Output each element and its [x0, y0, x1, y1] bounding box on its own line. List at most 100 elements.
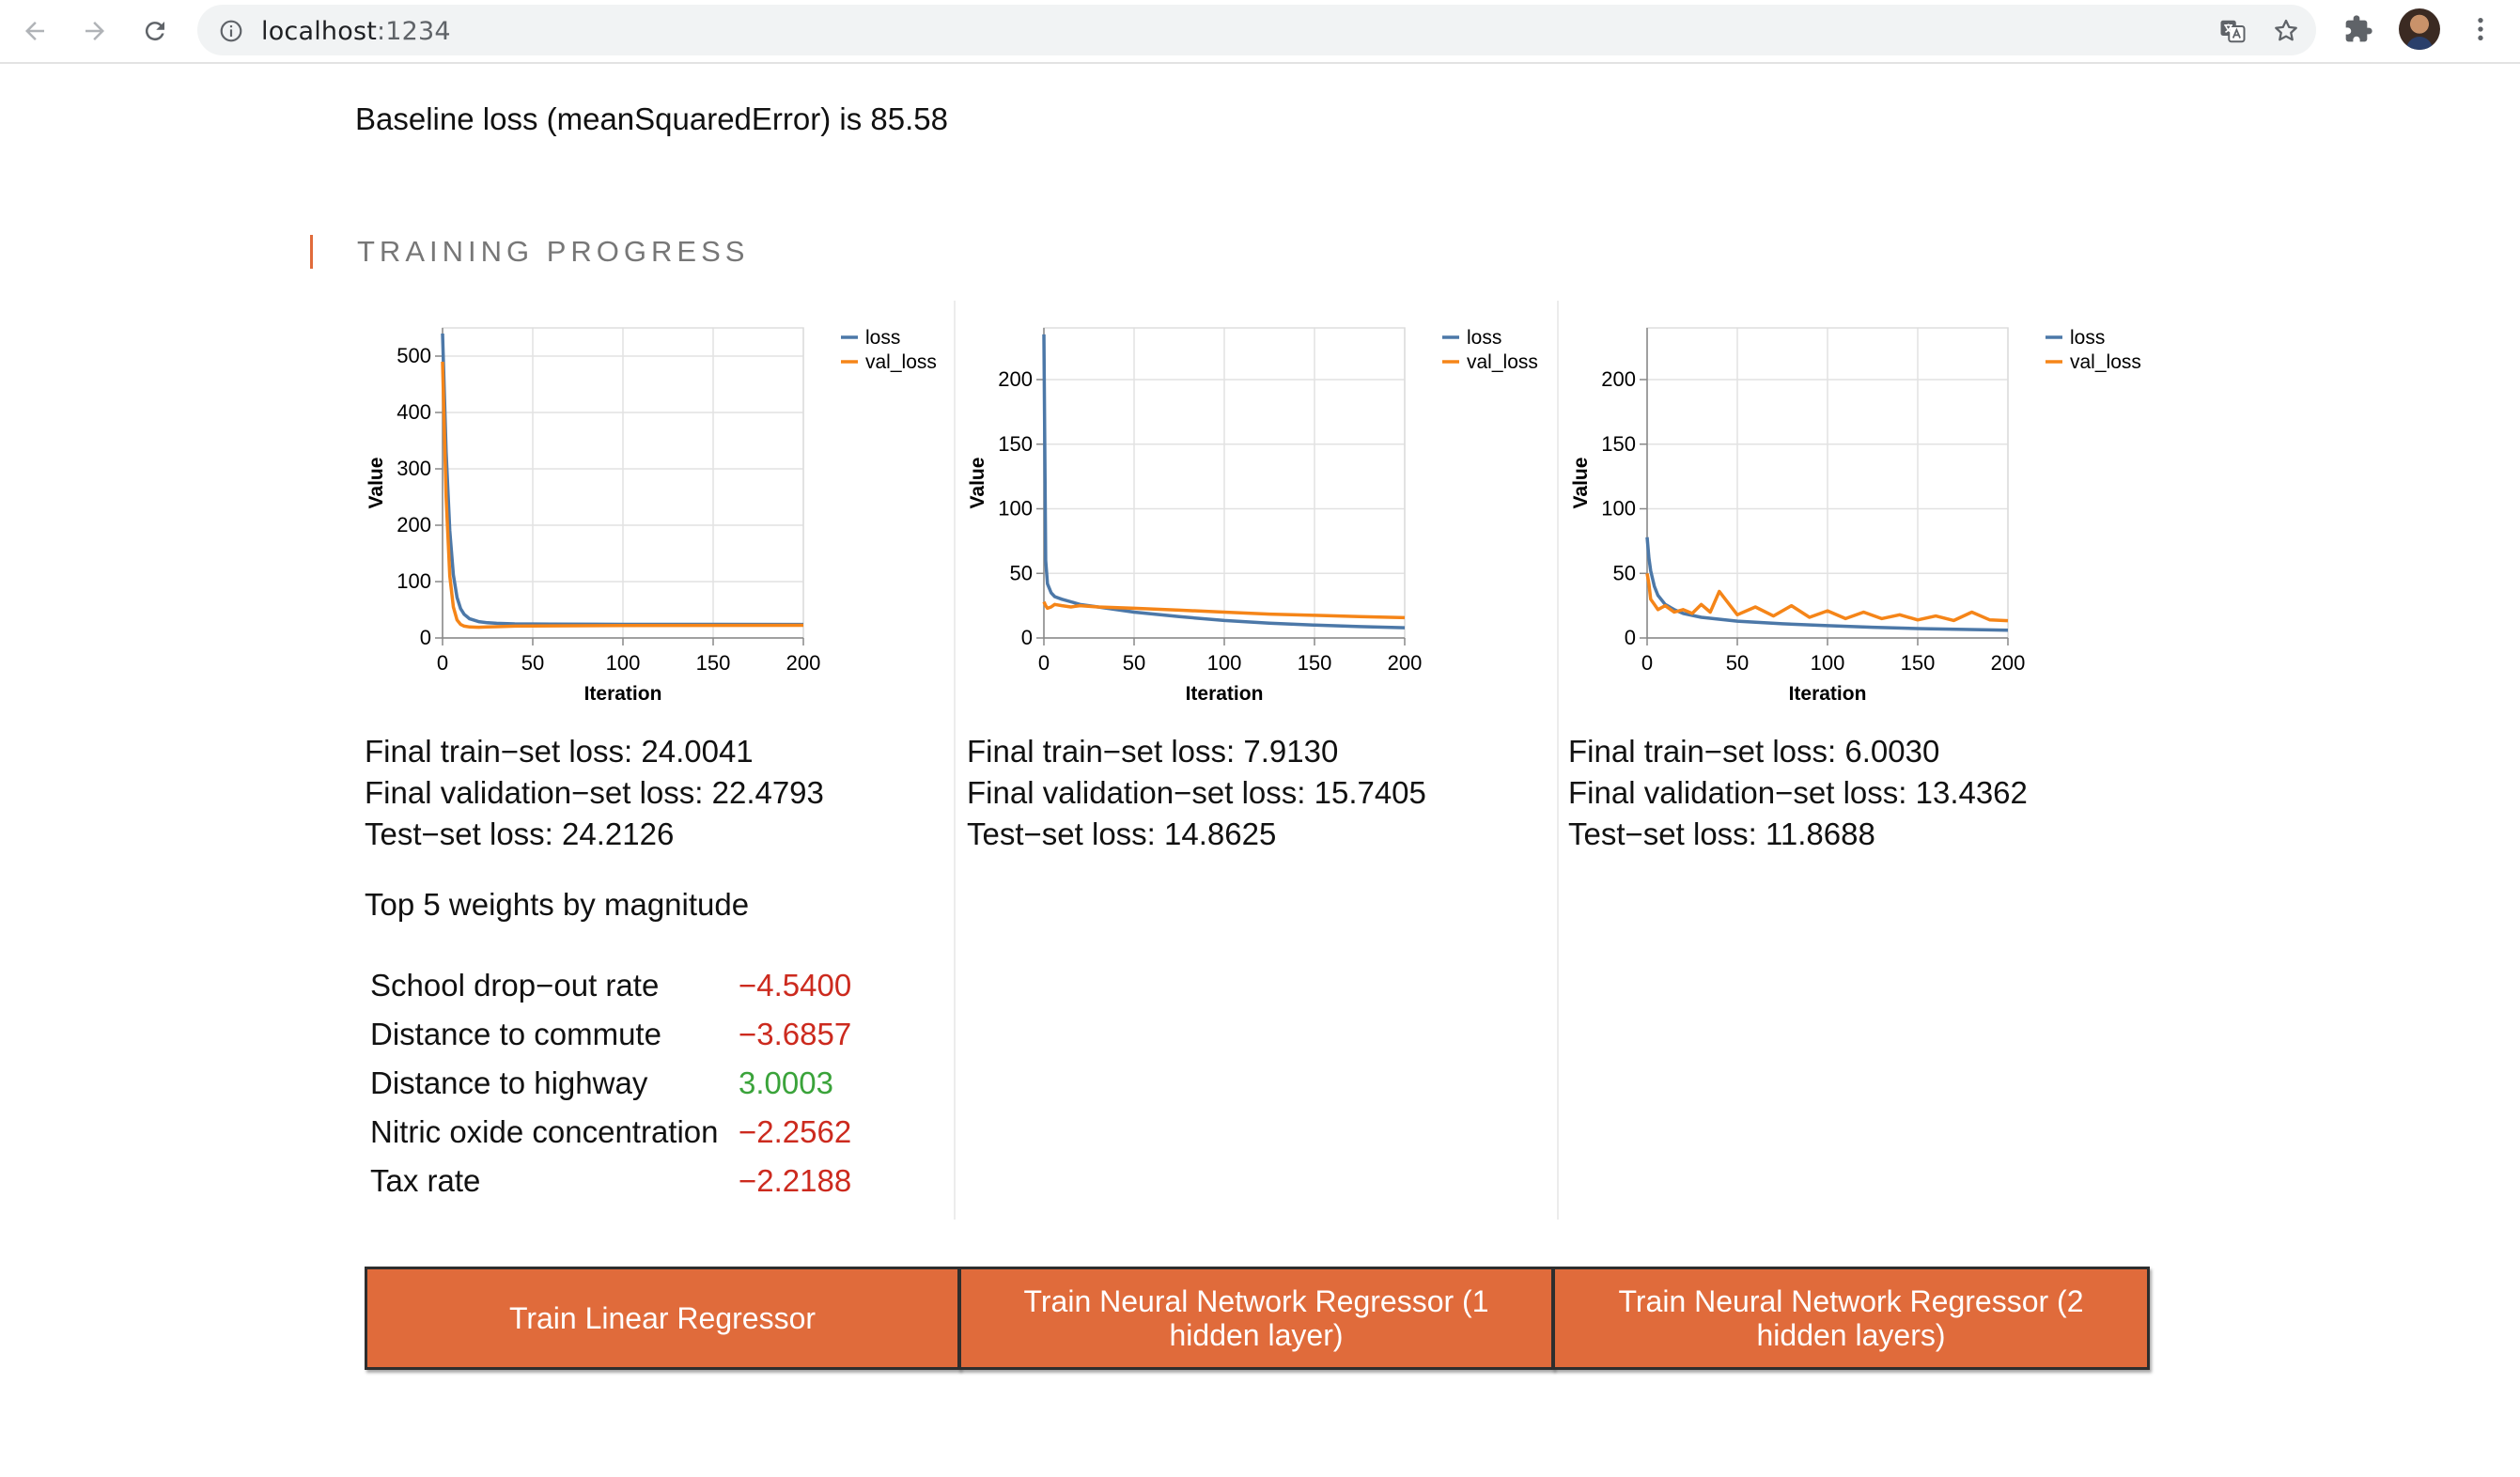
forward-button[interactable] — [73, 9, 117, 53]
y-tick-label: 100 — [1601, 497, 1636, 521]
reload-button[interactable] — [133, 9, 177, 53]
y-axis-title: Value — [366, 458, 387, 509]
loss-chart-linear: 0 50 100 150 200 0 100 200 300 400 500 Iteration Val… — [362, 315, 963, 709]
back-arrow-icon — [25, 22, 44, 40]
validation-loss-text: Final validation−set loss: 13.4362 — [1568, 775, 2028, 810]
profile-avatar[interactable] — [2399, 8, 2440, 50]
address-bar[interactable]: localhost:1234 — [197, 5, 2316, 55]
y-tick-label: 100 — [397, 569, 431, 593]
x-axis-title: Iteration — [1186, 683, 1264, 705]
weight-name: Distance to commute — [370, 1017, 661, 1051]
series-line-loss — [1645, 536, 2009, 632]
x-tick-label: 0 — [1641, 651, 1653, 675]
section-accent-bar — [310, 235, 313, 269]
weight-value: −4.5400 — [739, 968, 852, 1003]
x-axis-title: Iteration — [1789, 683, 1867, 705]
weight-value: −3.6857 — [739, 1017, 852, 1051]
y-axis-title: Value — [967, 458, 988, 509]
column-divider — [954, 301, 956, 1220]
y-tick-label: 500 — [397, 344, 431, 367]
y-tick-label: 0 — [1625, 626, 1636, 649]
x-tick-label: 50 — [521, 651, 544, 675]
bookmark-star-icon[interactable] — [2271, 16, 2301, 46]
y-tick-label: 100 — [998, 497, 1033, 521]
legend-label: val_loss — [2070, 351, 2141, 373]
y-tick-label: 50 — [1613, 561, 1636, 584]
x-tick-label: 0 — [437, 651, 448, 675]
linear-results: Final train−set loss: 24.0041 Final vali… — [365, 731, 824, 855]
legend-label: val_loss — [865, 351, 937, 373]
y-tick-label: 200 — [998, 367, 1033, 391]
translate-icon[interactable] — [2217, 16, 2248, 46]
x-tick-label: 150 — [696, 651, 731, 675]
test-loss-text: Test−set loss: 11.8688 — [1568, 816, 1875, 851]
loss-chart-linear-svg: 0 50 100 150 200 0 100 200 300 400 500 Iteration Val… — [366, 327, 937, 705]
weight-name: Tax rate — [370, 1163, 481, 1198]
x-tick-label: 150 — [1901, 651, 1936, 675]
train-linear-button[interactable]: Train Linear Regressor — [365, 1267, 960, 1370]
weights-title: Top 5 weights by magnitude — [365, 887, 750, 922]
y-tick-label: 50 — [1010, 561, 1033, 584]
legend-label: loss — [2070, 327, 2105, 349]
reload-icon — [145, 22, 164, 41]
y-tick-label: 150 — [998, 432, 1033, 456]
y-tick-label: 200 — [397, 513, 431, 536]
x-tick-label: 100 — [1207, 651, 1242, 675]
url-host: localhost — [261, 17, 377, 46]
column-divider — [1557, 301, 1559, 1220]
loss-chart-nn2: 0 50 100 150 200 0 50 100 150 200 Iteration Value lo… — [1566, 315, 2168, 709]
back-button[interactable] — [13, 9, 56, 53]
train-nn2-button[interactable]: Train Neural Network Regressor (2 hidden… — [1552, 1267, 2150, 1370]
loss-chart-nn1: 0 50 100 150 200 0 50 100 150 200 Iteration Value lo… — [963, 315, 1564, 709]
y-tick-label: 200 — [1601, 367, 1636, 391]
x-tick-label: 150 — [1298, 651, 1332, 675]
section-title: TRAINING PROGRESS — [357, 235, 750, 268]
train-loss-text: Final train−set loss: 6.0030 — [1568, 734, 1940, 769]
url-port: :1234 — [377, 17, 451, 46]
series-line-val-loss — [1042, 600, 1406, 620]
weight-value: −2.2188 — [739, 1163, 852, 1198]
y-tick-label: 400 — [397, 400, 431, 424]
x-axis-title: Iteration — [584, 683, 662, 705]
series-line-val-loss — [441, 361, 804, 630]
x-tick-label: 100 — [606, 651, 641, 675]
weight-value: 3.0003 — [739, 1065, 833, 1100]
x-tick-label: 100 — [1811, 651, 1845, 675]
train-loss-text: Final train−set loss: 24.0041 — [365, 734, 754, 769]
weight-name: Nitric oxide concentration — [370, 1114, 719, 1149]
y-tick-label: 300 — [397, 457, 431, 480]
browser-toolbar: localhost:1234 — [0, 0, 2520, 64]
y-tick-label: 150 — [1601, 432, 1636, 456]
baseline-loss-text: Baseline loss (meanSquaredError) is 85.5… — [355, 101, 948, 136]
train-nn1-button[interactable]: Train Neural Network Regressor (1 hidden… — [958, 1267, 1554, 1370]
legend-label: loss — [865, 327, 900, 349]
menu-kebab-icon[interactable] — [2462, 10, 2499, 48]
info-icon[interactable] — [216, 16, 246, 46]
x-tick-label: 200 — [786, 651, 821, 675]
test-loss-text: Test−set loss: 14.8625 — [967, 816, 1277, 851]
nn1-results: Final train−set loss: 7.9130 Final valid… — [967, 731, 1426, 855]
y-tick-label: 0 — [420, 626, 431, 649]
weight-name: School drop−out rate — [370, 968, 660, 1003]
weight-value: −2.2562 — [739, 1114, 852, 1149]
x-tick-label: 200 — [1991, 651, 2026, 675]
x-tick-label: 50 — [1123, 651, 1145, 675]
y-tick-label: 0 — [1021, 626, 1033, 649]
extensions-puzzle-icon[interactable] — [2340, 10, 2377, 48]
url-text[interactable]: localhost:1234 — [261, 17, 451, 46]
weight-name: Distance to highway — [370, 1065, 648, 1100]
series-line-val-loss — [1645, 573, 2009, 623]
loss-chart-nn1-svg: 0 50 100 150 200 0 50 100 150 200 Iteration Value lo… — [967, 327, 1538, 705]
nn2-results: Final train−set loss: 6.0030 Final valid… — [1568, 731, 2028, 855]
train-loss-text: Final train−set loss: 7.9130 — [967, 734, 1339, 769]
validation-loss-text: Final validation−set loss: 22.4793 — [365, 775, 824, 810]
legend-label: val_loss — [1467, 351, 1538, 373]
legend-label: loss — [1467, 327, 1501, 349]
validation-loss-text: Final validation−set loss: 15.7405 — [967, 775, 1426, 810]
x-tick-label: 50 — [1726, 651, 1749, 675]
x-tick-label: 200 — [1388, 651, 1423, 675]
test-loss-text: Test−set loss: 24.2126 — [365, 816, 675, 851]
loss-chart-nn2-svg: 0 50 100 150 200 0 50 100 150 200 Iteration Value lo… — [1570, 327, 2141, 705]
x-tick-label: 0 — [1038, 651, 1050, 675]
forward-arrow-icon — [86, 22, 104, 40]
